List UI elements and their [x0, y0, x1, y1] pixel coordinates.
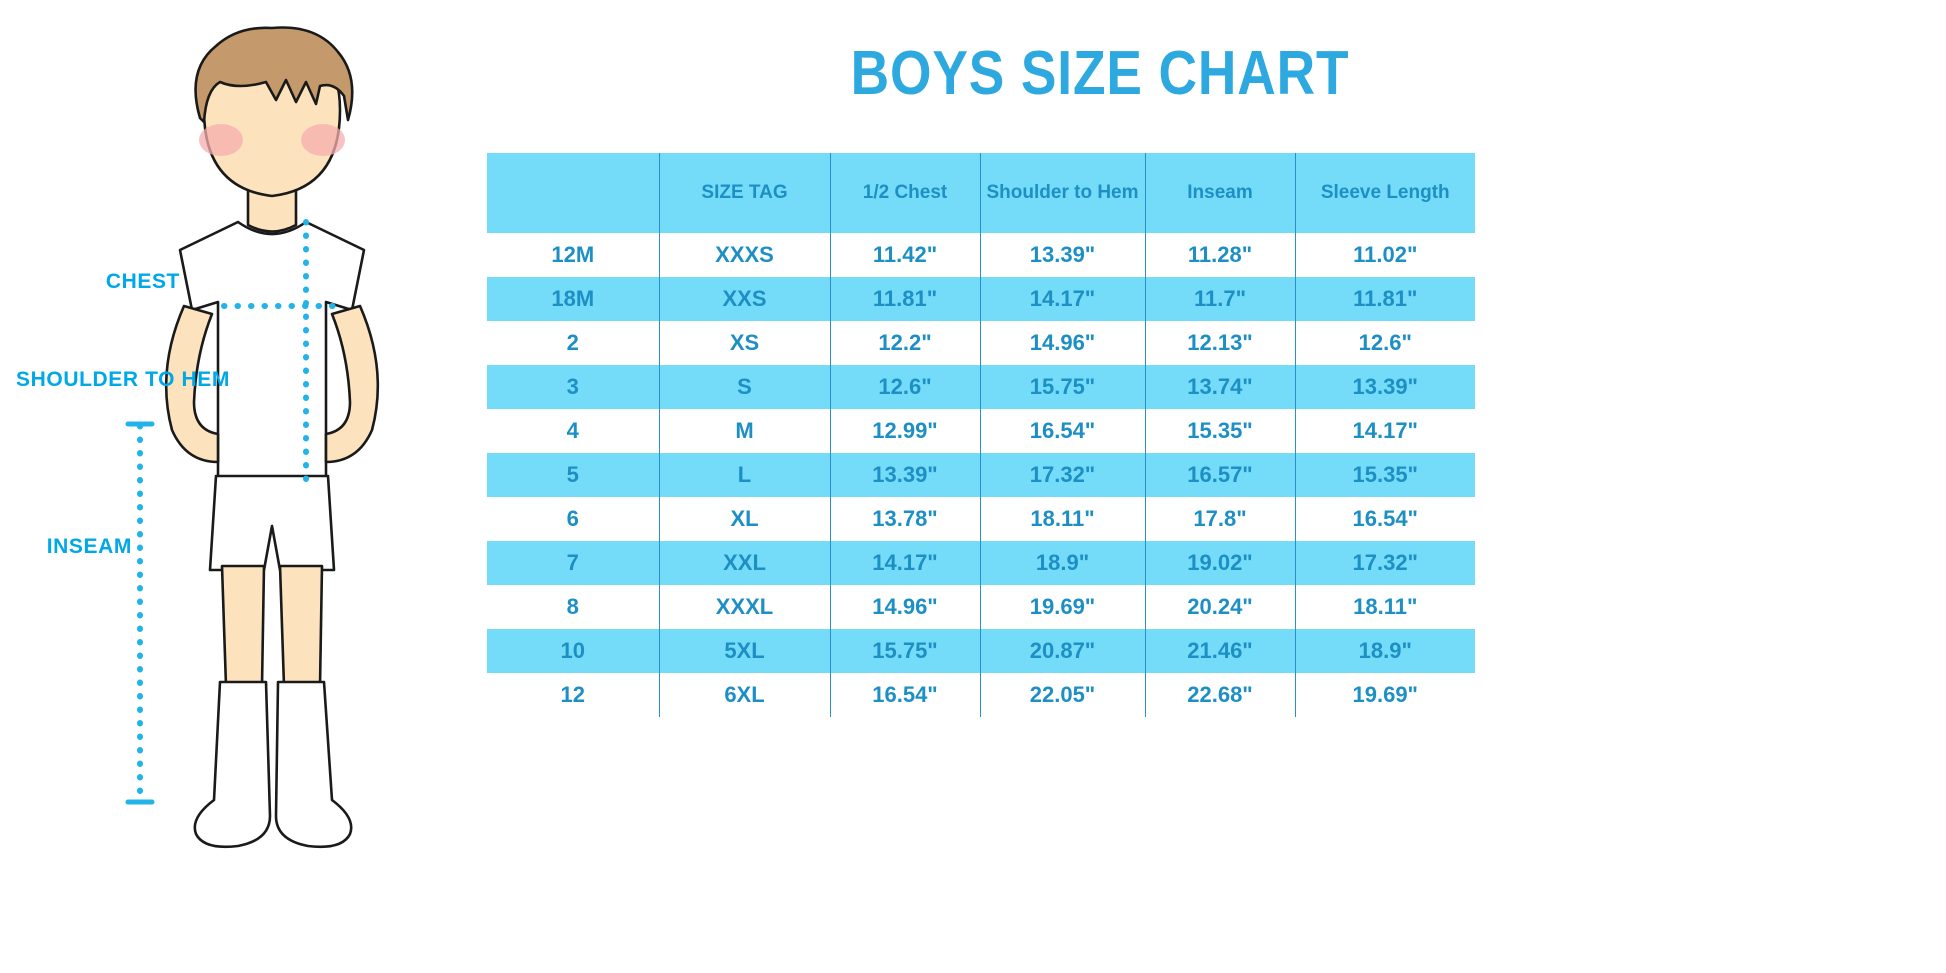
cell-size-tag: XXXS	[658, 233, 830, 277]
column-header-shoulder-to-hem: Shoulder to Hem	[979, 153, 1145, 233]
column-header-half-chest: 1/2 Chest	[829, 153, 980, 233]
cell-half-chest: 13.39"	[829, 453, 980, 497]
cell-shoulder-to-hem: 16.54"	[979, 409, 1145, 453]
cell-size-tag: S	[658, 365, 830, 409]
cell-sleeve-length: 12.6"	[1294, 321, 1475, 365]
cell-size-tag: 6XL	[658, 673, 830, 717]
column-header-inseam: Inseam	[1144, 153, 1295, 233]
boy-figure-illustration	[125, 26, 380, 849]
cell-size-tag: XXXL	[658, 585, 830, 629]
table-header-row: SIZE TAG 1/2 Chest Shoulder to Hem Insea…	[487, 153, 1475, 233]
cell-half-chest: 12.2"	[829, 321, 980, 365]
table-row: 6 XL 13.78" 18.11" 17.8" 16.54"	[487, 497, 1475, 541]
cell-size: 10	[487, 629, 659, 673]
size-chart-table: SIZE TAG 1/2 Chest Shoulder to Hem Insea…	[487, 153, 1475, 717]
cell-half-chest: 12.99"	[829, 409, 980, 453]
cell-size-tag: XXS	[658, 277, 830, 321]
cell-inseam: 17.8"	[1144, 497, 1295, 541]
cell-inseam: 20.24"	[1144, 585, 1295, 629]
cell-inseam: 19.02"	[1144, 541, 1295, 585]
table-row: 12M XXXS 11.42" 13.39" 11.28" 11.02"	[487, 233, 1475, 277]
cell-shoulder-to-hem: 14.17"	[979, 277, 1145, 321]
cell-size-tag: XXL	[658, 541, 830, 585]
cell-size-tag: XL	[658, 497, 830, 541]
cell-inseam: 22.68"	[1144, 673, 1295, 717]
shoulder-to-hem-measure-label: SHOULDER TO HEM	[16, 368, 230, 391]
cell-shoulder-to-hem: 15.75"	[979, 365, 1145, 409]
cell-inseam: 12.13"	[1144, 321, 1295, 365]
cell-half-chest: 14.96"	[829, 585, 980, 629]
cell-sleeve-length: 11.81"	[1294, 277, 1475, 321]
cell-inseam: 13.74"	[1144, 365, 1295, 409]
cell-size: 5	[487, 453, 659, 497]
cell-inseam: 15.35"	[1144, 409, 1295, 453]
cell-size: 12M	[487, 233, 659, 277]
cell-size-tag: M	[658, 409, 830, 453]
cell-half-chest: 12.6"	[829, 365, 980, 409]
inseam-measure-label: INSEAM	[46, 535, 132, 558]
cell-sleeve-length: 18.11"	[1294, 585, 1475, 629]
cell-sleeve-length: 16.54"	[1294, 497, 1475, 541]
cell-sleeve-length: 19.69"	[1294, 673, 1475, 717]
cell-sleeve-length: 13.39"	[1294, 365, 1475, 409]
cell-shoulder-to-hem: 14.96"	[979, 321, 1145, 365]
page-title: BOYS SIZE CHART	[850, 39, 1350, 108]
cell-shoulder-to-hem: 17.32"	[979, 453, 1145, 497]
cell-size: 8	[487, 585, 659, 629]
cell-shoulder-to-hem: 19.69"	[979, 585, 1145, 629]
cell-size: 2	[487, 321, 659, 365]
cell-half-chest: 11.81"	[829, 277, 980, 321]
table-row: 7 XXL 14.17" 18.9" 19.02" 17.32"	[487, 541, 1475, 585]
cell-size: 3	[487, 365, 659, 409]
cell-shoulder-to-hem: 18.9"	[979, 541, 1145, 585]
cell-size: 6	[487, 497, 659, 541]
measurement-guide-lines	[137, 219, 339, 803]
cell-inseam: 11.7"	[1144, 277, 1295, 321]
cell-sleeve-length: 14.17"	[1294, 409, 1475, 453]
cell-size-tag: L	[658, 453, 830, 497]
cell-size-tag: XS	[658, 321, 830, 365]
cell-sleeve-length: 18.9"	[1294, 629, 1475, 673]
table-row: 18M XXS 11.81" 14.17" 11.7" 11.81"	[487, 277, 1475, 321]
cell-half-chest: 16.54"	[829, 673, 980, 717]
column-header-size	[487, 153, 659, 233]
cell-size: 4	[487, 409, 659, 453]
table-row: 3 S 12.6" 15.75" 13.74" 13.39"	[487, 365, 1475, 409]
table-row: 10 5XL 15.75" 20.87" 21.46" 18.9"	[487, 629, 1475, 673]
cell-shoulder-to-hem: 22.05"	[979, 673, 1145, 717]
cell-size: 7	[487, 541, 659, 585]
cell-size: 18M	[487, 277, 659, 321]
cell-sleeve-length: 15.35"	[1294, 453, 1475, 497]
table-row: 5 L 13.39" 17.32" 16.57" 15.35"	[487, 453, 1475, 497]
table-row: 12 6XL 16.54" 22.05" 22.68" 19.69"	[487, 673, 1475, 717]
cell-inseam: 21.46"	[1144, 629, 1295, 673]
cell-size: 12	[487, 673, 659, 717]
table-header: SIZE TAG 1/2 Chest Shoulder to Hem Insea…	[487, 153, 1475, 233]
cell-shoulder-to-hem: 20.87"	[979, 629, 1145, 673]
table-row: 8 XXXL 14.96" 19.69" 20.24" 18.11"	[487, 585, 1475, 629]
cell-size-tag: 5XL	[658, 629, 830, 673]
cell-shoulder-to-hem: 18.11"	[979, 497, 1145, 541]
cell-inseam: 16.57"	[1144, 453, 1295, 497]
cell-half-chest: 13.78"	[829, 497, 980, 541]
column-header-sleeve-length: Sleeve Length	[1294, 153, 1475, 233]
boy-illustration-panel: CHEST SHOULDER TO HEM INSEAM	[0, 0, 480, 973]
cell-half-chest: 15.75"	[829, 629, 980, 673]
cell-half-chest: 14.17"	[829, 541, 980, 585]
table-row: 2 XS 12.2" 14.96" 12.13" 12.6"	[487, 321, 1475, 365]
cell-sleeve-length: 17.32"	[1294, 541, 1475, 585]
chest-measure-label: CHEST	[105, 270, 180, 293]
cell-sleeve-length: 11.02"	[1294, 233, 1475, 277]
cell-inseam: 11.28"	[1144, 233, 1295, 277]
column-header-size-tag: SIZE TAG	[658, 153, 830, 233]
cell-shoulder-to-hem: 13.39"	[979, 233, 1145, 277]
table-row: 4 M 12.99" 16.54" 15.35" 14.17"	[487, 409, 1475, 453]
table-body: 12M XXXS 11.42" 13.39" 11.28" 11.02" 18M XXS 11.…	[487, 233, 1475, 717]
cell-half-chest: 11.42"	[829, 233, 980, 277]
